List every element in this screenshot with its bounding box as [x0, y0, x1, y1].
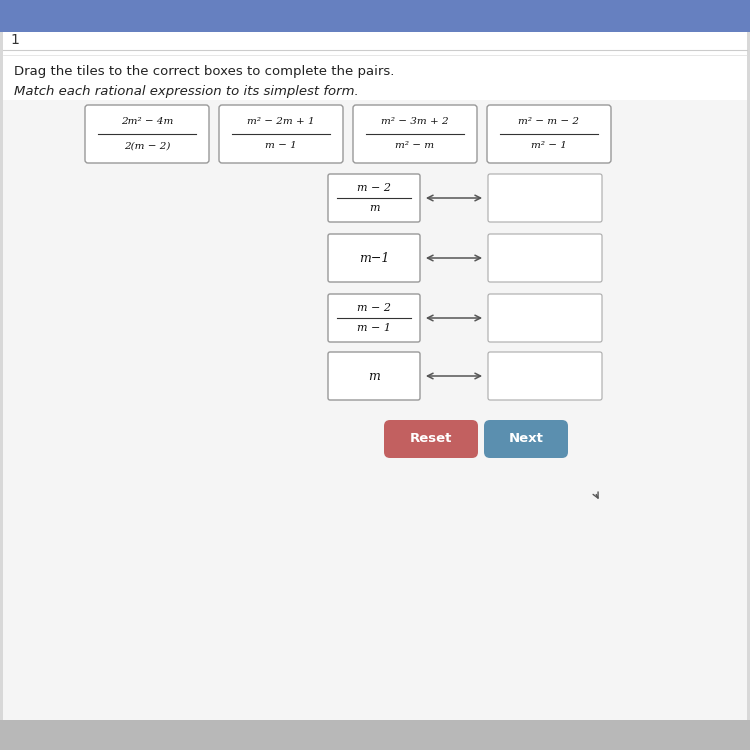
FancyBboxPatch shape	[488, 174, 602, 222]
FancyBboxPatch shape	[328, 352, 420, 400]
FancyBboxPatch shape	[3, 32, 747, 720]
FancyBboxPatch shape	[3, 32, 747, 100]
Text: m² − m − 2: m² − m − 2	[518, 118, 580, 127]
FancyBboxPatch shape	[328, 234, 420, 282]
Text: 1: 1	[10, 33, 19, 47]
FancyBboxPatch shape	[328, 294, 420, 342]
Text: m−1: m−1	[358, 251, 389, 265]
Text: m² − 2m + 1: m² − 2m + 1	[248, 118, 315, 127]
Text: m: m	[368, 370, 380, 382]
Text: Reset: Reset	[410, 433, 452, 445]
FancyBboxPatch shape	[85, 105, 209, 163]
FancyBboxPatch shape	[328, 174, 420, 222]
FancyBboxPatch shape	[484, 420, 568, 458]
Text: m² − 3m + 2: m² − 3m + 2	[381, 118, 448, 127]
FancyBboxPatch shape	[353, 105, 477, 163]
FancyBboxPatch shape	[0, 720, 750, 750]
Text: m − 2: m − 2	[357, 183, 391, 193]
Text: m − 1: m − 1	[357, 323, 391, 333]
Text: m: m	[369, 203, 380, 213]
Text: m² − m: m² − m	[395, 142, 434, 151]
FancyBboxPatch shape	[488, 234, 602, 282]
FancyBboxPatch shape	[384, 420, 478, 458]
FancyBboxPatch shape	[219, 105, 343, 163]
Text: Match each rational expression to its simplest form.: Match each rational expression to its si…	[14, 86, 358, 98]
FancyBboxPatch shape	[488, 352, 602, 400]
Text: 2m² − 4m: 2m² − 4m	[121, 118, 173, 127]
Text: m − 1: m − 1	[266, 142, 297, 151]
FancyBboxPatch shape	[488, 294, 602, 342]
FancyBboxPatch shape	[487, 105, 611, 163]
Text: Next: Next	[509, 433, 544, 445]
FancyBboxPatch shape	[0, 0, 750, 32]
Text: 2(m − 2): 2(m − 2)	[124, 142, 170, 151]
Text: m − 2: m − 2	[357, 303, 391, 313]
Text: Drag the tiles to the correct boxes to complete the pairs.: Drag the tiles to the correct boxes to c…	[14, 65, 394, 79]
Text: m² − 1: m² − 1	[531, 142, 567, 151]
